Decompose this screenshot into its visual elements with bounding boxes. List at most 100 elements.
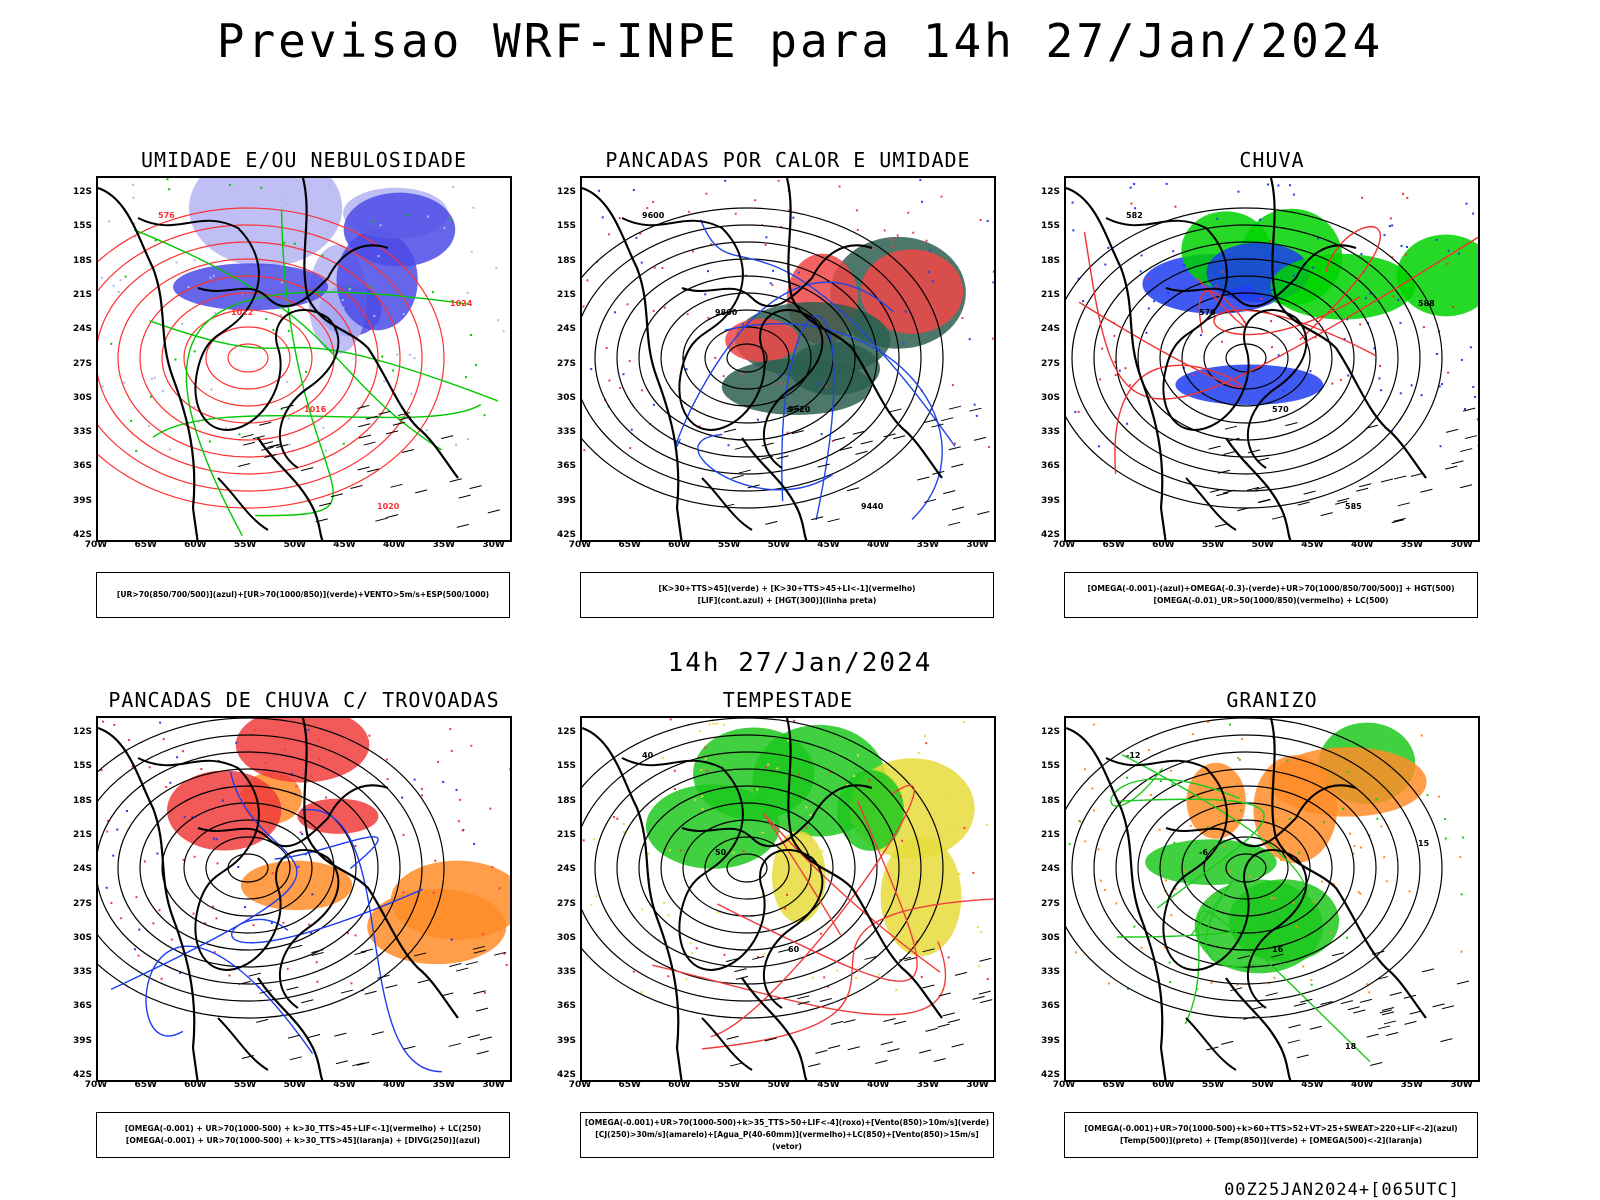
contour-label: 582 [1126, 211, 1143, 220]
field-speckle [640, 991, 643, 994]
latitude-tick: 30S [556, 392, 576, 403]
latitude-tick: 27S [72, 358, 92, 369]
wind-vector [893, 1020, 907, 1025]
field-speckle [1349, 832, 1352, 835]
field-speckle [1172, 250, 1175, 253]
longitude-tick: 65W [134, 540, 157, 550]
field-speckle [131, 765, 134, 768]
wind-vector [972, 995, 985, 1000]
wind-vector [832, 437, 846, 441]
field-speckle [442, 780, 445, 783]
contour-line [616, 768, 878, 968]
map-legend: [UR>70(850/700/500)](azul)+[UR>70(1000/8… [96, 572, 510, 618]
wind-vector [722, 503, 735, 508]
wind-vector [319, 502, 332, 507]
latitude-tick: 39S [72, 1035, 92, 1046]
field-speckle [1388, 225, 1391, 228]
contour-label: 585 [1345, 502, 1362, 511]
field-speckle [727, 444, 730, 447]
latitude-tick: 42S [1040, 1070, 1060, 1080]
latitude-tick: 21S [72, 289, 92, 300]
field-speckle [715, 722, 718, 725]
field-speckle [652, 200, 655, 203]
contour-line [1225, 343, 1267, 373]
field-speckle [704, 757, 707, 760]
field-speckle [483, 414, 486, 417]
field-speckle [707, 270, 710, 273]
field-speckle [1149, 793, 1152, 796]
field-speckle [346, 932, 349, 935]
wind-vector [855, 450, 868, 455]
field-speckle [652, 309, 655, 312]
contour-line [98, 241, 401, 475]
field-speckle [613, 816, 616, 819]
contour-line [183, 309, 313, 407]
field-speckle [328, 184, 331, 187]
field-speckle [608, 233, 611, 236]
field-speckle [193, 855, 196, 858]
field-speckle [630, 428, 633, 431]
field-fill [772, 831, 826, 923]
field-fill [235, 718, 370, 783]
contour-label: 1020 [377, 502, 400, 511]
latitude-tick: 33S [556, 967, 576, 978]
field-speckle [846, 784, 849, 787]
contour-line [205, 326, 291, 390]
longitude-tick: 45W [333, 540, 356, 550]
field-speckle [270, 922, 273, 925]
wind-vector [385, 430, 399, 435]
field-speckle [470, 250, 473, 253]
field-speckle [322, 426, 325, 429]
field-speckle [509, 768, 510, 771]
longitude-tick: 50W [767, 1080, 791, 1090]
field-speckle [1273, 897, 1276, 900]
wind-vector [237, 462, 251, 467]
wind-vector [948, 521, 961, 526]
field-speckle [855, 976, 858, 979]
field-speckle [133, 222, 136, 225]
wind-vector [938, 992, 951, 997]
wind-vector [852, 430, 865, 435]
field-fill [188, 178, 343, 267]
wind-vector [1347, 1006, 1360, 1011]
forecast-map [96, 716, 512, 1082]
field-speckle [786, 431, 789, 434]
wind-vector [765, 520, 778, 525]
wind-vector [922, 948, 935, 953]
wind-vector [1359, 998, 1373, 1003]
forecast-map: 582 576 570 585 588 [1064, 176, 1480, 542]
wind-vector [301, 999, 314, 1004]
field-speckle [426, 215, 429, 218]
contour-label: 576 [158, 211, 175, 220]
field-speckle [1084, 840, 1087, 843]
field-speckle [872, 284, 875, 287]
field-speckle [502, 330, 505, 333]
secondary-contour [301, 809, 442, 1073]
wind-vector [839, 446, 853, 451]
map-legend: [OMEGA(-0.001)+UR>70(1000-500)+k>60+TTS>… [1064, 1112, 1478, 1158]
longitude-tick: 60W [1152, 1080, 1175, 1090]
field-speckle [457, 820, 460, 823]
field-speckle [762, 953, 765, 956]
field-speckle [761, 893, 764, 896]
field-speckle [955, 823, 958, 826]
field-speckle [410, 392, 413, 395]
forecast-map: -12 -6 16 18 15 [1064, 716, 1480, 1082]
secondary-contour [145, 945, 314, 1054]
field-speckle [1163, 946, 1166, 949]
field-speckle [1435, 353, 1438, 356]
field-speckle [1113, 334, 1116, 337]
field-speckle [689, 942, 692, 945]
wind-vector [880, 1041, 893, 1046]
contour-label: 9800 [715, 308, 738, 317]
wind-vector [1221, 1040, 1234, 1045]
field-speckle [1292, 901, 1295, 904]
field-speckle [1169, 981, 1172, 984]
field-speckle [791, 886, 794, 889]
wind-vector [465, 961, 479, 966]
field-speckle [1145, 331, 1148, 334]
field-speckle [756, 418, 759, 421]
field-speckle [778, 374, 781, 377]
field-speckle [582, 839, 585, 842]
field-speckle [1477, 444, 1478, 447]
